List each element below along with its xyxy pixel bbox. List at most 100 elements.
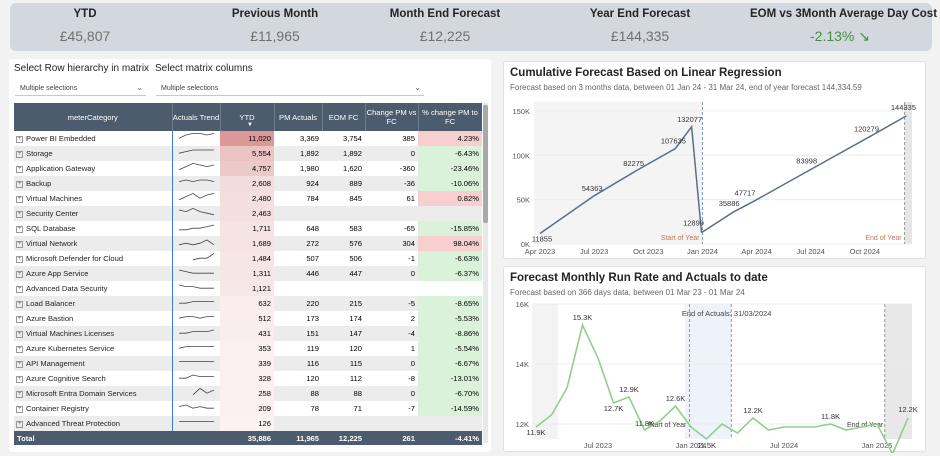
actuals-band — [684, 304, 732, 439]
row-hierarchy-slicer[interactable]: Multiple selections ⌄ — [15, 80, 146, 96]
kpi-value: £12,225 — [419, 28, 471, 44]
expand-icon[interactable]: + — [16, 225, 23, 233]
table-row[interactable]: + Security Center 2,463 — [14, 206, 482, 221]
cell-change: -5 — [365, 296, 418, 311]
col-header-actuals-trend[interactable]: Actuals Trend — [172, 103, 221, 131]
data-label: 11.8K — [821, 412, 840, 421]
sparkline-path — [178, 284, 214, 289]
expand-icon[interactable]: + — [16, 240, 23, 248]
total-trend — [172, 431, 220, 445]
matrix-columns-slicer[interactable]: Multiple selections ⌄ — [156, 80, 424, 96]
y-tick-label: 12K — [516, 420, 529, 429]
x-tick-label: Jul 2023 — [580, 247, 608, 256]
table-row[interactable]: + Power BI Embedded 11,020 3,369 3,754 385 4.2… — [14, 131, 482, 146]
cell-change: -65 — [404, 224, 415, 233]
expand-icon[interactable]: + — [16, 255, 23, 263]
expand-icon[interactable]: + — [16, 285, 23, 293]
table-row[interactable]: + Microsoft Entra Domain Services 258 88 88 0… — [14, 386, 482, 401]
expand-icon[interactable]: + — [16, 195, 23, 203]
table-row[interactable]: + Virtual Machines 2,480 784 845 61 0.82% — [14, 191, 482, 206]
expand-icon[interactable]: + — [16, 360, 23, 368]
table-row[interactable]: + API Management 339 116 115 0 -6.67% — [14, 356, 482, 371]
data-label: 12.2K — [898, 405, 918, 414]
table-row[interactable]: + Application Gateway 4,757 1,980 1,620 -360-… — [14, 161, 482, 176]
sparkline-path — [178, 316, 214, 319]
table-row[interactable]: + Load Balancer 632 220 215 -5 -8.65% — [14, 296, 482, 311]
cell-trend-sparkline — [171, 266, 220, 281]
y-tick-label: 0K — [521, 240, 530, 249]
col-header-eom-fc[interactable]: EOM FC — [322, 103, 366, 131]
x-tick-label: Oct 2024 — [850, 247, 880, 256]
table-row[interactable]: + Azure Bastion 512 173 174 2 -5.53% — [14, 311, 482, 326]
cell-eom-fc — [322, 281, 365, 296]
expand-icon[interactable]: + — [16, 270, 23, 278]
col-header-pm-actuals[interactable]: PM Actuals — [274, 103, 323, 131]
cell-metercategory: + Container Registry — [14, 401, 172, 416]
col-header-ytd[interactable]: YTD ▼ — [220, 103, 275, 131]
kpi-value: £11,965 — [250, 28, 300, 44]
cell-trend-sparkline — [171, 176, 220, 191]
sparkline-path — [178, 346, 214, 349]
sparkline — [178, 329, 214, 334]
expand-icon[interactable]: + — [16, 300, 23, 308]
cell-trend-sparkline — [171, 326, 220, 341]
cell-pm-actuals: 220 — [274, 296, 322, 311]
cell-trend-sparkline — [171, 296, 220, 311]
table-row[interactable]: + Azure Cognitive Search 328 120 112 -8 -13.01… — [14, 371, 482, 386]
expand-icon[interactable]: + — [16, 420, 23, 428]
expand-icon[interactable]: + — [16, 150, 23, 158]
table-row[interactable]: + Virtual Machines Licenses 431 151 147 -4 -8.… — [14, 326, 482, 341]
expand-icon[interactable]: + — [16, 375, 23, 383]
table-row[interactable]: + Backup 2,608 924 889 -36 -10.06% — [14, 176, 482, 191]
expand-icon[interactable]: + — [16, 345, 23, 353]
category-name: Virtual Machines — [26, 194, 82, 203]
cell-pm-actuals: 1,892 — [274, 146, 322, 161]
cell-pm-actuals: 648 — [306, 224, 319, 233]
expand-icon[interactable]: + — [16, 405, 23, 413]
table-row[interactable]: + Microsoft Defender for Cloud 1,484 507 506… — [14, 251, 482, 266]
cell-change: 0 — [365, 146, 418, 161]
scrollbar-thumb[interactable] — [483, 105, 488, 223]
cell-pct-change — [418, 206, 482, 221]
actuals-region — [534, 102, 703, 244]
kpi-value: £144,335 — [610, 28, 670, 44]
cell-ytd: 1,711 — [220, 221, 274, 236]
table-row[interactable]: + Advanced Threat Protection 126 — [14, 416, 482, 431]
table-row[interactable]: + SQL Database 1,711 648 583 -65 -15.85% — [14, 221, 482, 236]
cell-pct-change: -6.63% — [418, 251, 482, 266]
chart-subtitle: Forecast based on 366 days data, between… — [510, 288, 745, 297]
matrix-scrollbar[interactable] — [483, 103, 488, 443]
cell-ytd: 431 — [220, 326, 274, 341]
x-tick-label: Jan 2024 — [676, 441, 707, 450]
expand-icon[interactable]: + — [16, 330, 23, 338]
col-header-change-pm-vs-fc[interactable]: Change PM vs FC — [365, 103, 419, 131]
col-header-pct-change[interactable]: % change PM to FC — [418, 103, 482, 131]
col-header-metercategory[interactable]: meterCategory — [14, 103, 173, 131]
cell-ytd: 5,554 — [220, 146, 274, 161]
cell-pm-actuals: 78 — [310, 404, 319, 413]
cell-ytd: 2,463 — [220, 206, 274, 221]
sparkline — [178, 179, 214, 183]
x-tick-label: Jul 2024 — [770, 441, 798, 450]
cell-pct-change: -5.54% — [418, 341, 482, 356]
table-row[interactable]: + Container Registry 209 78 71 -7 -14.59% — [14, 401, 482, 416]
table-row[interactable]: + Azure Kubernetes Service 353 119 120 1 -5.54… — [14, 341, 482, 356]
table-row[interactable]: + Advanced Data Security 1,121 — [14, 281, 482, 296]
cell-pct-change: -13.01% — [418, 371, 482, 386]
expand-icon[interactable]: + — [16, 210, 23, 218]
monthly-runrate-chart: 12K 14K 16K Jul 2023 Jan 2024 Jul 2024 Jan 202… — [516, 300, 918, 453]
expand-icon[interactable]: + — [16, 165, 23, 173]
expand-icon[interactable]: + — [16, 135, 23, 143]
sparkline-path — [178, 149, 214, 154]
category-name: Virtual Network — [26, 239, 78, 248]
total-pct: -4.41% — [418, 431, 482, 445]
expand-icon[interactable]: + — [16, 390, 23, 398]
expand-icon[interactable]: + — [16, 315, 23, 323]
table-row[interactable]: + Virtual Network 1,689 272 576 304 98.04% — [14, 236, 482, 251]
category-name: Power BI Embedded — [26, 134, 96, 143]
total-ytd: 35,886 — [220, 431, 274, 445]
expand-icon[interactable]: + — [16, 180, 23, 188]
table-row[interactable]: + Storage 5,554 1,892 1,892 0 -6.43% — [14, 146, 482, 161]
table-row[interactable]: + Azure App Service 1,311 446 447 0 -6.37% — [14, 266, 482, 281]
cell-change: -8 — [408, 374, 415, 383]
